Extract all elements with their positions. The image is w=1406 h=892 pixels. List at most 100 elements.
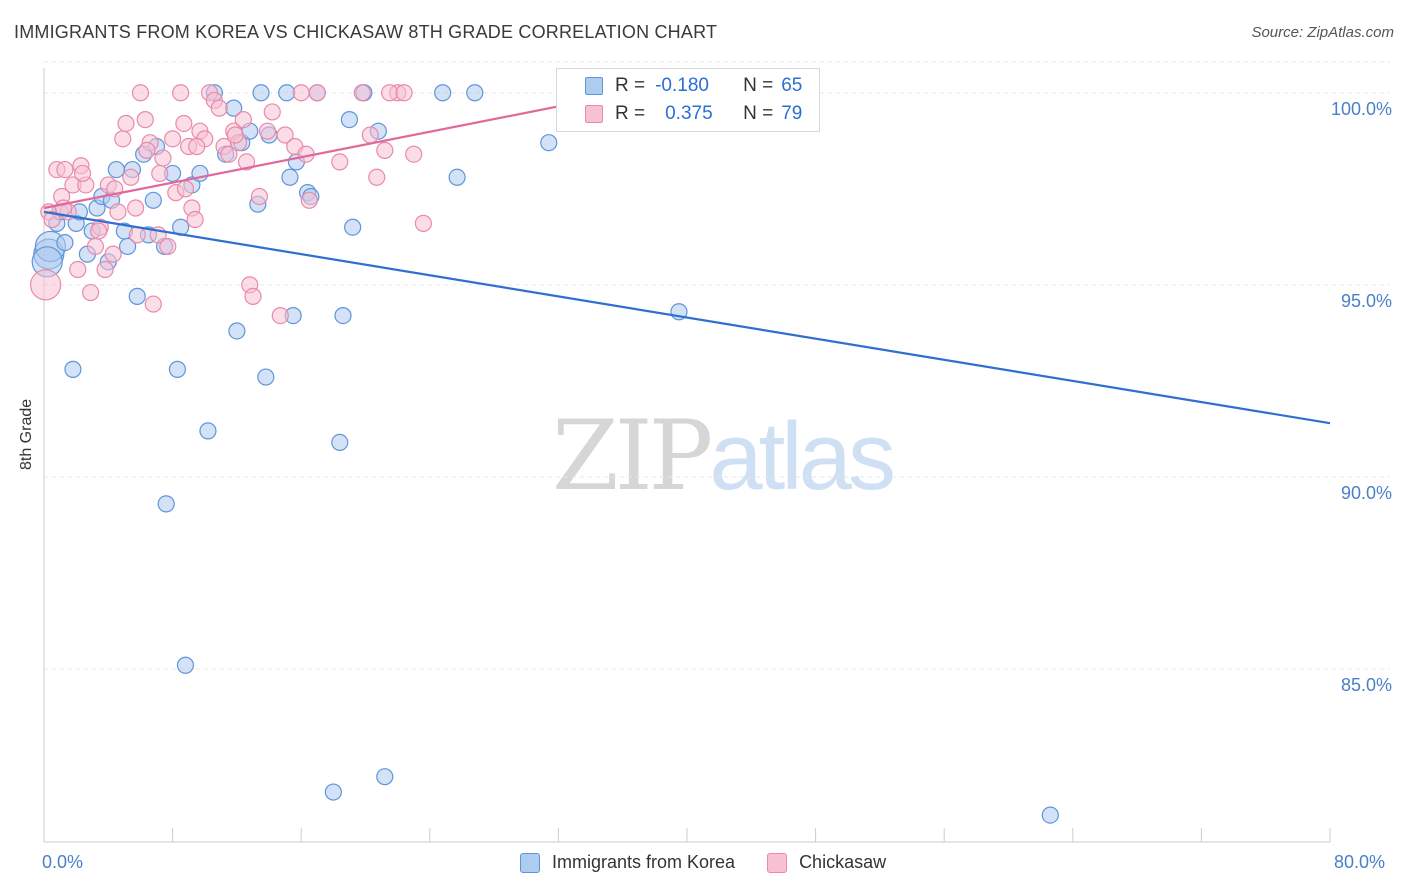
chickasaw-point-12: [86, 237, 105, 256]
chickasaw-point-45: [234, 111, 252, 129]
watermark: ZIPatlas: [552, 400, 896, 512]
chickasaw-point-35: [186, 210, 204, 229]
chickasaw-point-63: [414, 214, 432, 232]
chickasaw-point-49: [263, 103, 281, 121]
chickasaw-point-14: [96, 260, 114, 279]
chickasaw-point-8: [69, 260, 87, 279]
chickasaw-point-32: [175, 114, 193, 133]
legend-chickasaw-swatch: [767, 852, 788, 873]
chickasaw-point-53: [292, 84, 310, 102]
chickasaw-point-50: [271, 306, 289, 325]
chickasaw-point-60: [376, 141, 394, 159]
korea-point-4: [56, 233, 74, 252]
chickasaw-swatch: [585, 105, 603, 123]
y-tick-label-1: 95.0%: [1340, 290, 1392, 311]
chickasaw-point-67: [90, 222, 108, 240]
korea-point-51: [334, 306, 352, 325]
korea-point-49: [324, 783, 342, 801]
trend-lines: [43, 87, 1331, 425]
chickasaw-point-19: [117, 114, 135, 133]
chickasaw-point-27: [154, 149, 172, 167]
legend-korea-label: Immigrants from Korea: [552, 852, 736, 872]
korea-trend-line: [43, 210, 1331, 425]
korea-point-56: [376, 768, 394, 786]
stats-row-chickasaw: R = 0.375 N = 79: [557, 101, 802, 127]
korea-point-31: [199, 422, 217, 440]
chickasaw-point-11: [82, 283, 100, 302]
korea-point-16: [118, 237, 137, 256]
chickasaw-point-47: [244, 287, 262, 305]
chickasaw-point-28: [159, 237, 177, 256]
legend-korea-swatch: [520, 852, 540, 873]
chickasaw-point-0: [30, 269, 62, 301]
chickasaw-point-75: [226, 126, 244, 144]
chickasaw-point-48: [250, 187, 269, 206]
chickasaw-point-25: [144, 295, 162, 313]
korea-point-14: [107, 160, 125, 179]
korea-point-53: [344, 218, 362, 236]
chickasaw-point-51: [276, 126, 294, 144]
chickasaw-point-59: [368, 168, 386, 186]
chickasaw-point-2: [43, 210, 61, 229]
korea-point-50: [331, 433, 349, 451]
chickasaw-point-76: [258, 122, 277, 140]
korea-point-57: [434, 84, 452, 102]
korea-point-59: [466, 84, 484, 102]
chickasaw-point-62: [405, 145, 423, 163]
chickasaw-point-70: [237, 153, 256, 171]
chickasaw-point-64: [381, 84, 399, 102]
chickasaw-n-label: N =: [743, 103, 774, 124]
watermark-zip: ZIP: [552, 400, 713, 512]
chickasaw-point-58: [361, 126, 379, 144]
chickasaw-point-42: [220, 145, 238, 163]
chickasaw-r-label: R =: [615, 103, 646, 124]
chickasaw-trend-line: [43, 87, 648, 210]
chickasaw-point-54: [300, 191, 318, 209]
chickasaw-point-69: [151, 164, 169, 183]
korea-point-18: [128, 287, 146, 305]
axes: [43, 68, 1331, 843]
grid-lines: [44, 61, 1390, 670]
chart-title: IMMIGRANTS FROM KOREA VS CHICKASAW 8TH G…: [14, 22, 718, 42]
korea-point-5: [64, 360, 82, 378]
chickasaw-point-56: [331, 153, 349, 171]
source-label: Source: ZipAtlas.com: [1251, 24, 1394, 41]
chickasaw-point-21: [127, 199, 145, 217]
chickasaw-point-66: [128, 226, 146, 244]
korea-point-39: [252, 84, 270, 102]
chickasaw-point-68: [73, 164, 92, 183]
chickasaw-point-16: [104, 245, 122, 263]
chickasaw-point-73: [138, 141, 156, 159]
korea-point-24: [157, 495, 175, 513]
chickasaw-point-78: [395, 84, 413, 102]
korea-n-label: N =: [743, 75, 774, 96]
korea-point-26: [168, 360, 187, 378]
chickasaw-point-5: [56, 160, 74, 179]
korea-point-43: [281, 168, 299, 186]
stats-row-korea: R = -0.180 N = 65: [557, 73, 802, 99]
x-tick-label-max: 80.0%: [1334, 852, 1386, 872]
chickasaw-point-17: [109, 203, 127, 221]
korea-n-value: 65: [781, 75, 803, 96]
chickasaw-point-74: [176, 180, 195, 198]
chickasaw-point-65: [188, 137, 206, 156]
y-tick-label-0: 100.0%: [1330, 98, 1392, 119]
legend: Immigrants from Korea Chickasaw: [520, 852, 886, 873]
chickasaw-point-22: [131, 84, 150, 102]
chickasaw-point-23: [136, 111, 154, 129]
legend-chickasaw-label: Chickasaw: [799, 852, 887, 872]
chickasaw-point-57: [353, 84, 371, 102]
chickasaw-r-value: 0.375: [665, 103, 713, 124]
korea-point-52: [340, 111, 359, 129]
korea-point-35: [228, 322, 246, 340]
korea-point-40: [257, 368, 275, 386]
chickasaw-n-value: 79: [781, 103, 803, 124]
korea-r-value: -0.180: [655, 75, 709, 96]
y-tick-label-2: 90.0%: [1340, 482, 1392, 503]
chickasaw-point-31: [172, 84, 190, 102]
y-tick-label-3: 85.0%: [1340, 675, 1392, 696]
korea-point-42: [278, 84, 296, 102]
korea-point-63: [1041, 806, 1059, 824]
korea-r-label: R =: [615, 75, 646, 96]
